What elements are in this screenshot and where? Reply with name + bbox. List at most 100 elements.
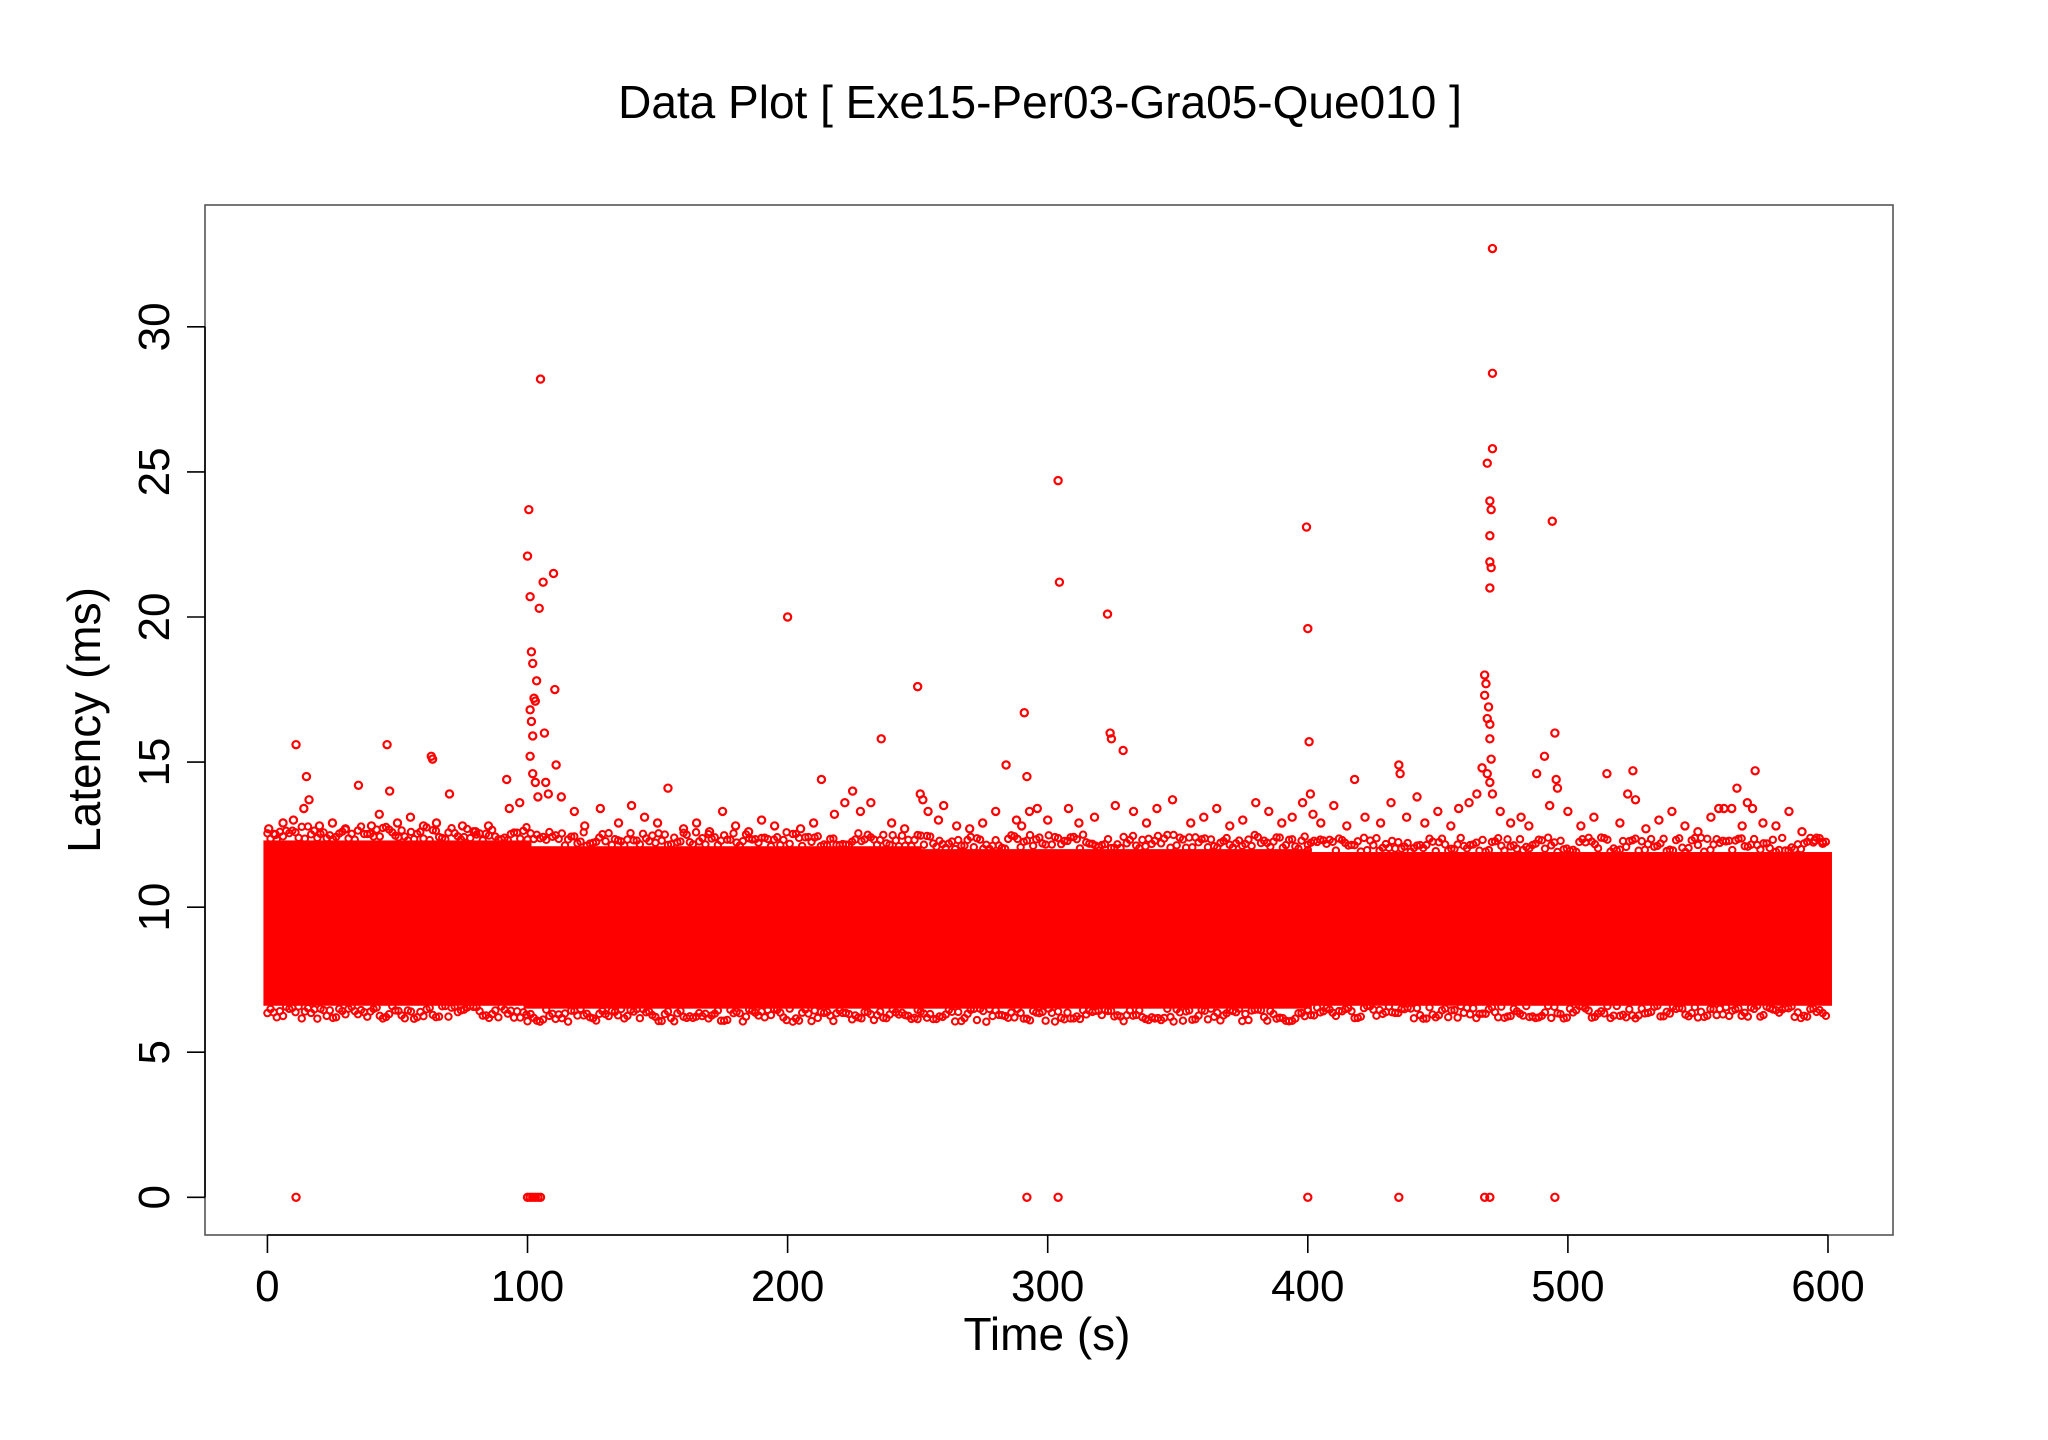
- band-edge-point: [1060, 836, 1069, 846]
- band-edge-point: [1703, 1011, 1712, 1020]
- band-edge-point: [1728, 845, 1737, 855]
- data-point: [1547, 516, 1557, 526]
- data-point: [717, 806, 728, 817]
- band-edge-point: [660, 830, 670, 839]
- data-point: [1453, 803, 1464, 814]
- band-edge-point: [1178, 1016, 1188, 1025]
- data-point: [652, 818, 663, 828]
- band-edge-point: [1431, 846, 1440, 856]
- band-edge-point: [516, 834, 525, 843]
- data-point: [1551, 774, 1561, 785]
- data-point: [525, 705, 535, 715]
- band-edge-point: [1781, 846, 1790, 855]
- band-edge-point: [1041, 1016, 1050, 1025]
- data-point: [964, 824, 975, 834]
- data-point: [1747, 803, 1758, 814]
- data-point: [1771, 821, 1781, 831]
- band-edge-point: [1300, 832, 1309, 841]
- band-edge-point: [713, 1006, 723, 1015]
- band-edge-point: [478, 836, 487, 845]
- band-edge-point: [397, 826, 406, 835]
- band-edge-point: [1734, 1004, 1743, 1013]
- band-edge-point: [1506, 1011, 1515, 1021]
- data-point: [405, 812, 416, 822]
- data-point: [504, 803, 515, 814]
- data-point: [1186, 818, 1196, 828]
- data-point: [1016, 821, 1027, 831]
- band-edge-point: [331, 1013, 341, 1022]
- x-tick-label: 500: [1531, 1262, 1604, 1311]
- data-point: [366, 821, 377, 831]
- data-point: [613, 818, 624, 828]
- data-point: [886, 818, 897, 828]
- data-point: [866, 797, 876, 808]
- band-edge-point: [785, 1004, 794, 1013]
- band-edge-point: [591, 1016, 601, 1025]
- data-point: [534, 603, 544, 613]
- data-point: [1011, 815, 1022, 825]
- data-point: [1482, 768, 1492, 779]
- data-point: [531, 676, 542, 686]
- data-point: [530, 696, 541, 706]
- band-edge-point: [1306, 1010, 1316, 1020]
- band-edge-point: [1497, 1002, 1506, 1011]
- data-point: [457, 821, 468, 831]
- data-point: [1485, 1192, 1495, 1202]
- band-edge-point: [1721, 1003, 1731, 1012]
- band-edge-point: [1759, 839, 1768, 848]
- band-edge-point: [1759, 1010, 1768, 1020]
- band-edge-point: [1656, 1012, 1665, 1021]
- data-point: [1225, 821, 1235, 831]
- band-edge-point: [857, 1014, 866, 1023]
- band-edge-point: [522, 823, 531, 832]
- data-point: [569, 806, 580, 817]
- data-point: [1742, 797, 1753, 808]
- data-point: [538, 577, 548, 587]
- data-point: [1784, 806, 1794, 817]
- data-point: [314, 821, 325, 831]
- band-edge-point: [384, 1009, 394, 1019]
- band-edge-point: [300, 834, 310, 843]
- band-edge-point: [604, 829, 613, 838]
- band-edge-point: [1603, 835, 1612, 844]
- data-point: [1394, 760, 1404, 770]
- data-point: [301, 771, 312, 782]
- data-point: [1550, 728, 1560, 738]
- data-point: [990, 806, 1001, 817]
- band-edge-point: [1522, 1001, 1531, 1011]
- band-edge-point: [691, 828, 701, 837]
- data-point: [528, 768, 538, 779]
- data-point: [1264, 806, 1274, 817]
- band-edge-point: [654, 1016, 663, 1026]
- band-edge-point: [723, 835, 732, 844]
- data-point: [1301, 522, 1312, 532]
- band-edge-point: [1478, 835, 1487, 845]
- band-edge-point: [1103, 1006, 1113, 1016]
- data-point: [855, 806, 866, 817]
- band-edge-point: [813, 832, 822, 841]
- band-edge-point: [735, 1009, 744, 1018]
- data-point: [539, 728, 550, 738]
- band-edge-point: [1678, 1004, 1687, 1013]
- band-edge-point: [1787, 1002, 1796, 1011]
- band-edge-point: [1222, 833, 1231, 843]
- data-point: [543, 789, 554, 799]
- data-point: [1483, 702, 1494, 712]
- data-point: [1818, 838, 1828, 849]
- band-edge-point: [807, 1016, 816, 1026]
- band-edge-point: [441, 835, 450, 844]
- band-edge-point: [1612, 1001, 1621, 1011]
- data-point: [1485, 777, 1495, 788]
- band-edge-point: [523, 1017, 532, 1026]
- band-edge-point: [797, 841, 807, 851]
- band-edge-point: [1456, 833, 1465, 843]
- data-point: [1667, 806, 1677, 817]
- band-edge-point: [975, 835, 985, 844]
- data-point: [1485, 583, 1495, 593]
- data-point: [1329, 800, 1339, 811]
- band-edge-point: [710, 833, 719, 842]
- band-edge-point: [1493, 833, 1503, 843]
- band-edge-point: [1135, 1006, 1144, 1015]
- data-point: [1630, 795, 1641, 805]
- data-point: [1758, 818, 1768, 828]
